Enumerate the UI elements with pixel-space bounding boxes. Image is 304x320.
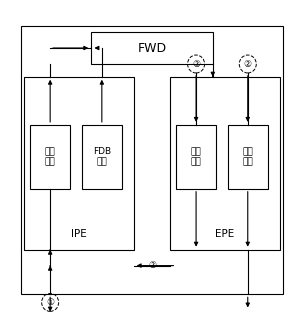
Text: 二层
缓冲: 二层 缓冲 (191, 147, 202, 166)
Text: ②: ② (148, 261, 156, 270)
Text: EPE: EPE (215, 228, 235, 239)
Bar (176, 125, 216, 189)
Bar (21, 26, 283, 294)
Bar (170, 77, 280, 250)
Text: IPE: IPE (71, 228, 87, 239)
Text: 二层
转发: 二层 转发 (242, 147, 253, 166)
Text: FDB
查找: FDB 查找 (93, 147, 111, 166)
Bar (91, 32, 213, 64)
Bar (82, 125, 122, 189)
Bar (30, 125, 70, 189)
Bar (24, 77, 134, 250)
Text: FWD: FWD (137, 42, 167, 54)
Text: ②: ② (192, 60, 200, 68)
Text: ①: ① (46, 298, 54, 307)
Text: 路由
查找: 路由 查找 (45, 147, 56, 166)
Text: ②: ② (244, 60, 252, 68)
Bar (228, 125, 268, 189)
